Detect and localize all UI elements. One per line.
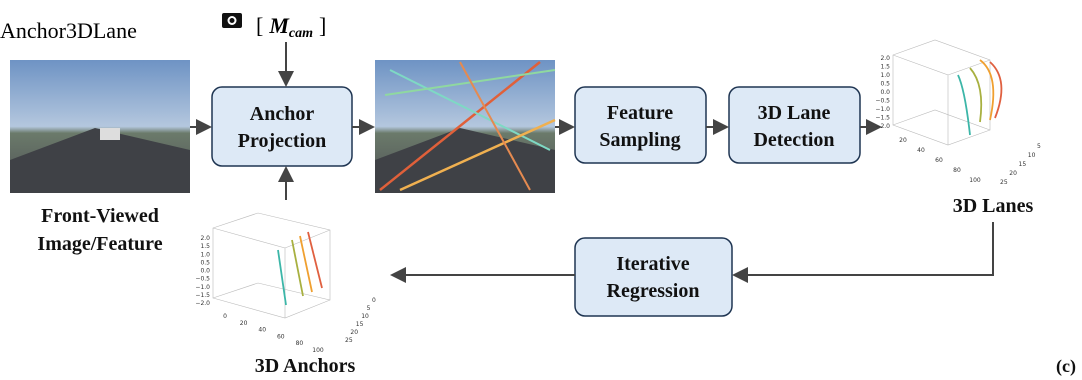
- plot-tick-label: 60: [277, 333, 285, 340]
- plot-tick-label: 1.0: [880, 72, 890, 79]
- plot-tick-label: 1.5: [200, 243, 210, 250]
- plot-tick-label: 10: [361, 313, 369, 320]
- node-label: Projection: [238, 130, 327, 152]
- projected-image: [375, 60, 555, 193]
- plot-tick-label: 10: [1028, 152, 1036, 159]
- camera-label: [Mcam]: [256, 13, 326, 41]
- anchors-plot: [213, 213, 330, 318]
- plot-tick-label: 15: [1019, 161, 1027, 168]
- node-label: Anchor: [250, 103, 315, 125]
- plot-tick-label: −0.5: [195, 276, 210, 283]
- node-box: [575, 238, 732, 316]
- plot-tick-label: −1.5: [875, 115, 890, 122]
- caption: 3D Anchors: [255, 355, 356, 377]
- node-label: Feature: [607, 102, 673, 124]
- plot-tick-label: −2.0: [875, 123, 890, 130]
- node-label: Iterative: [616, 253, 689, 275]
- caption: Front-Viewed: [41, 205, 159, 227]
- node-label: 3D Lane: [758, 102, 831, 124]
- plot-tick-label: 1.5: [880, 64, 890, 71]
- plot-tick-label: 20: [350, 329, 358, 336]
- plot-tick-label: 25: [345, 337, 353, 344]
- caption: Image/Feature: [37, 233, 162, 255]
- plot-tick-label: 1.0: [200, 251, 210, 258]
- plot-tick-label: 0.0: [200, 268, 210, 275]
- plot-tick-label: −1.5: [195, 292, 210, 299]
- diagram: Anchor3DLane [Mcam] Anchor Projection Fe…: [0, 0, 1082, 380]
- plot-tick-label: −0.5: [875, 98, 890, 105]
- plot-tick-label: 0.5: [880, 81, 890, 88]
- node-label: Sampling: [599, 129, 680, 151]
- title: Anchor3DLane: [0, 18, 137, 43]
- plot-tick-label: 60: [935, 157, 943, 164]
- plot-tick-label: 40: [917, 147, 925, 154]
- plot-tick-label: −1.0: [875, 106, 890, 113]
- input-image: [10, 60, 190, 193]
- plot-tick-label: 20: [899, 137, 907, 144]
- plot-tick-label: 2.0: [880, 55, 890, 62]
- node-label: Regression: [607, 280, 700, 302]
- node-box: [729, 87, 860, 163]
- plot-tick-label: 20: [1009, 170, 1017, 177]
- plot-tick-label: 2.0: [200, 235, 210, 242]
- node-box: [575, 87, 706, 163]
- plot-tick-label: −2.0: [195, 300, 210, 307]
- plot-tick-label: 20: [240, 320, 248, 327]
- plot-tick-label: 100: [969, 177, 981, 184]
- plot-tick-label: 0.5: [200, 259, 210, 266]
- camera-icon: [222, 13, 242, 28]
- plot-tick-label: −1.0: [195, 284, 210, 291]
- plot-tick-label: 5: [367, 305, 371, 312]
- node-box: [212, 87, 352, 166]
- plot-tick-label: 100: [312, 347, 324, 354]
- plot-tick-label: 25: [1000, 179, 1008, 186]
- panel-label: (c): [1056, 356, 1076, 377]
- lanes-plot: [893, 40, 1001, 145]
- plot-tick-label: 0: [223, 313, 227, 320]
- plot-tick-label: 40: [258, 327, 266, 334]
- caption: 3D Lanes: [953, 195, 1034, 217]
- plot-tick-label: 0.0: [880, 89, 890, 96]
- plot-tick-label: 15: [356, 321, 364, 328]
- node-label: Detection: [753, 129, 834, 151]
- plot-tick-label: 80: [296, 340, 304, 347]
- plot-tick-label: 5: [1037, 143, 1041, 150]
- plot-tick-label: 80: [953, 167, 961, 174]
- plot-tick-label: 0: [372, 297, 376, 304]
